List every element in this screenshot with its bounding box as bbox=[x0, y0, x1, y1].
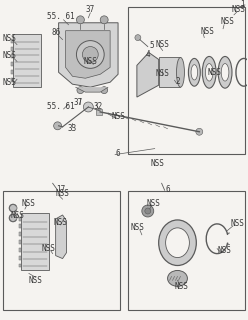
Ellipse shape bbox=[191, 65, 198, 80]
Text: NSS: NSS bbox=[200, 27, 214, 36]
Ellipse shape bbox=[218, 56, 232, 88]
Polygon shape bbox=[137, 52, 159, 97]
Bar bbox=[11, 39, 13, 43]
Text: NSS: NSS bbox=[111, 112, 125, 121]
Circle shape bbox=[54, 122, 62, 130]
Bar bbox=[128, 7, 245, 154]
Text: NSS: NSS bbox=[56, 189, 69, 198]
Bar bbox=[21, 213, 49, 270]
Bar bbox=[3, 191, 120, 310]
Text: 33: 33 bbox=[68, 124, 77, 133]
Polygon shape bbox=[65, 31, 110, 78]
Text: 55. 61: 55. 61 bbox=[47, 102, 74, 111]
Text: 2: 2 bbox=[175, 77, 180, 86]
Bar bbox=[19, 248, 21, 252]
Circle shape bbox=[100, 16, 108, 24]
Text: NSS: NSS bbox=[54, 219, 67, 228]
Text: NSS: NSS bbox=[147, 199, 161, 208]
Text: NSS: NSS bbox=[230, 220, 244, 228]
Text: NSS: NSS bbox=[131, 223, 145, 232]
Text: 32: 32 bbox=[93, 102, 103, 111]
Text: NSS: NSS bbox=[207, 68, 221, 77]
Circle shape bbox=[145, 208, 151, 214]
Text: NSS: NSS bbox=[22, 199, 36, 208]
Circle shape bbox=[135, 35, 141, 41]
Circle shape bbox=[76, 41, 104, 68]
Bar bbox=[19, 264, 21, 268]
Bar bbox=[19, 232, 21, 236]
Bar bbox=[11, 70, 13, 74]
Text: NSS: NSS bbox=[232, 5, 246, 14]
Ellipse shape bbox=[166, 228, 189, 258]
Bar bbox=[11, 78, 13, 82]
Text: 17: 17 bbox=[56, 185, 65, 194]
Text: 86: 86 bbox=[51, 28, 60, 37]
Text: 5: 5 bbox=[150, 41, 154, 50]
Text: 37: 37 bbox=[74, 98, 83, 107]
Text: NSS: NSS bbox=[217, 246, 231, 255]
Polygon shape bbox=[56, 215, 66, 259]
Ellipse shape bbox=[205, 64, 213, 81]
Ellipse shape bbox=[202, 56, 216, 88]
Bar bbox=[19, 217, 21, 221]
Ellipse shape bbox=[188, 59, 200, 86]
Circle shape bbox=[9, 214, 17, 222]
Bar bbox=[96, 109, 102, 115]
Bar bbox=[19, 256, 21, 260]
Text: 55. 61: 55. 61 bbox=[47, 12, 74, 21]
Text: NSS: NSS bbox=[175, 282, 188, 291]
Bar bbox=[159, 58, 181, 87]
Text: 1: 1 bbox=[241, 0, 245, 10]
Text: 4: 4 bbox=[146, 50, 150, 59]
Text: NSS: NSS bbox=[2, 51, 16, 60]
Ellipse shape bbox=[159, 220, 196, 266]
Text: 6: 6 bbox=[116, 149, 120, 158]
Text: NSS: NSS bbox=[10, 212, 24, 220]
Bar bbox=[19, 240, 21, 244]
Circle shape bbox=[9, 204, 17, 212]
Text: NSS: NSS bbox=[220, 17, 234, 26]
Polygon shape bbox=[59, 23, 118, 87]
Ellipse shape bbox=[221, 64, 229, 81]
Text: NSS: NSS bbox=[2, 34, 16, 43]
Text: NSS: NSS bbox=[29, 276, 43, 285]
Text: NSS: NSS bbox=[156, 40, 170, 49]
Circle shape bbox=[142, 205, 154, 217]
Circle shape bbox=[77, 87, 84, 94]
Bar bbox=[11, 54, 13, 59]
Bar bbox=[11, 46, 13, 51]
Circle shape bbox=[82, 46, 98, 62]
Circle shape bbox=[101, 87, 108, 94]
Bar bbox=[13, 34, 41, 87]
Text: 6: 6 bbox=[165, 185, 170, 194]
Text: NSS: NSS bbox=[42, 244, 56, 253]
Text: NSS: NSS bbox=[156, 69, 170, 78]
Ellipse shape bbox=[177, 58, 185, 87]
Text: NSS: NSS bbox=[2, 78, 16, 87]
Circle shape bbox=[83, 102, 93, 112]
Bar bbox=[11, 62, 13, 66]
Bar bbox=[19, 224, 21, 228]
Text: NSS: NSS bbox=[83, 57, 97, 66]
Polygon shape bbox=[75, 87, 108, 92]
Ellipse shape bbox=[168, 270, 187, 286]
Bar bbox=[128, 191, 245, 310]
Text: 37: 37 bbox=[86, 5, 95, 14]
Circle shape bbox=[196, 128, 203, 135]
Text: NSS: NSS bbox=[151, 159, 165, 168]
Circle shape bbox=[76, 16, 84, 24]
